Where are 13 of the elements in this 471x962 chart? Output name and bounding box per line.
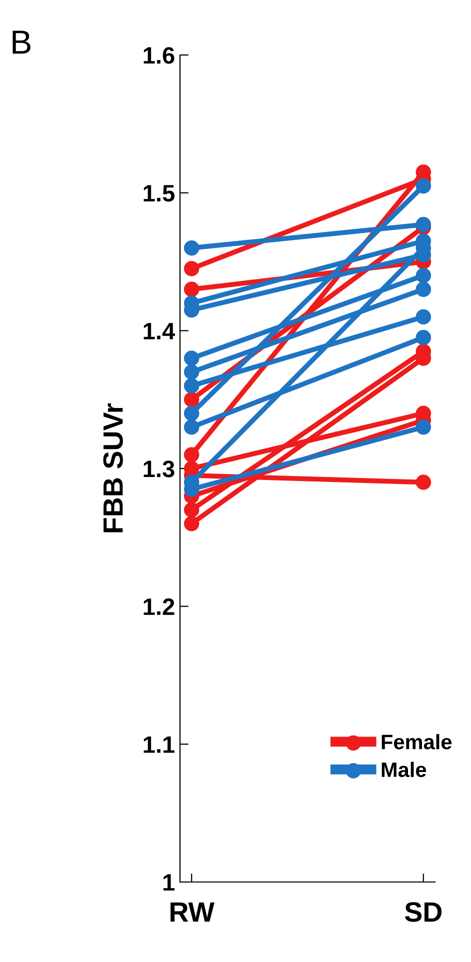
y-tick-label: 1.4 — [144, 322, 176, 340]
x-tick-label: SD — [404, 902, 442, 922]
legend-label: Male — [382, 762, 426, 778]
y-tick-label: 1.1 — [144, 736, 174, 753]
y-tick-label: 1.6 — [144, 47, 174, 64]
y-axis-title: FBB SUVr — [103, 403, 123, 532]
legend-label: Female — [382, 734, 452, 750]
y-tick-label: 1.3 — [144, 460, 174, 478]
y-tick-label: 1 — [163, 874, 174, 891]
x-tick-label: RW — [170, 902, 214, 922]
y-tick-label: 1.2 — [144, 598, 174, 615]
text: B — [12, 30, 30, 54]
y-tick-label: 1.5 — [144, 185, 174, 202]
